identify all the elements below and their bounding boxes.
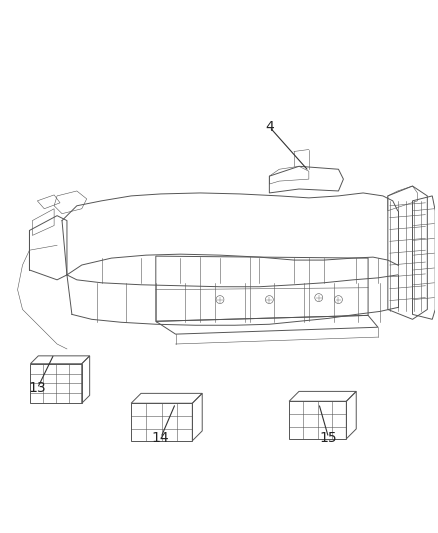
Text: 15: 15 xyxy=(320,431,337,445)
Text: 14: 14 xyxy=(152,431,170,445)
Text: 4: 4 xyxy=(265,120,274,134)
Text: 13: 13 xyxy=(28,382,46,395)
